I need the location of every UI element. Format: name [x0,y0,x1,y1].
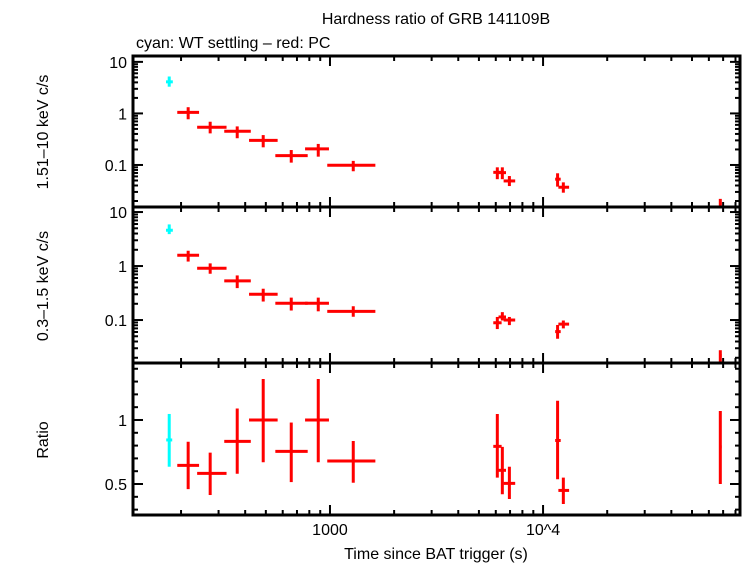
data-point-pc [718,411,722,485]
data-point-pc [503,316,516,326]
data-point-pc [558,477,570,504]
data-point-pc [197,121,227,134]
panel-frame [131,54,742,209]
data-point-pc [503,176,516,187]
data-point-pc [555,173,561,187]
panel-middle: 10 1 0.1 [105,205,742,365]
y-tick-label: 10 [109,55,127,72]
chart-title: Hardness ratio of GRB 141109B [322,11,550,28]
data-point-pc [493,316,502,330]
panel-top: 10 1 0.1 [105,54,742,209]
data-point-pc [327,160,376,172]
data-point-pc [224,408,251,474]
chart-subtitle: cyan: WT settling – red: PC [136,35,330,52]
x-tick-label: 1000 [312,522,348,539]
data-point-wt [166,224,173,235]
data-point-pc [305,143,329,157]
data-point-pc [305,297,329,312]
y-tick-label: 1 [118,106,127,123]
data-point-pc [275,150,308,163]
data-point-pc [177,250,200,262]
data-point-pc [498,446,506,495]
data-point-pc [558,182,570,193]
data-point-pc [275,422,308,483]
data-point-pc [177,107,200,120]
panel-frame [131,205,742,365]
data-point-pc [498,312,506,321]
y-tick-label: 0.1 [105,158,127,175]
data-point-pc [503,466,516,499]
data-point-pc [327,440,376,483]
panel-bottom: 10.5 [105,361,742,517]
panel-frame [131,361,742,517]
data-point-pc [249,379,278,463]
data-point-pc [327,306,376,317]
y-axis-label-ratio: Ratio [35,421,52,458]
data-point-pc [224,275,251,289]
data-point-pc [197,452,227,496]
data-point-pc [558,320,570,329]
y-tick-label: 10 [109,205,127,222]
data-point-pc [249,135,278,148]
data-point-pc [224,126,251,139]
y-tick-label: 1 [118,413,127,430]
data-point-pc [493,413,502,478]
data-point-pc [197,263,227,274]
data-point-pc [555,324,561,339]
y-tick-label: 0.1 [105,313,127,330]
x-axis-label: Time since BAT trigger (s) [344,546,528,563]
data-point-pc [498,167,506,180]
y-axis-label-top: 1.51–10 keV c/s [35,75,52,190]
data-point-wt [166,76,173,87]
x-tick-label: 10^4 [526,522,560,539]
data-point-pc [275,297,308,311]
data-point-pc [305,379,329,463]
y-axis-label-middle: 0.3–1.5 keV c/s [35,231,52,341]
data-point-pc [555,400,561,480]
data-point-pc [718,350,722,363]
data-point-wt [166,413,173,467]
y-tick-label: 1 [118,259,127,276]
data-point-pc [177,441,200,490]
y-tick-label: 0.5 [105,477,127,494]
data-point-pc [249,288,278,302]
